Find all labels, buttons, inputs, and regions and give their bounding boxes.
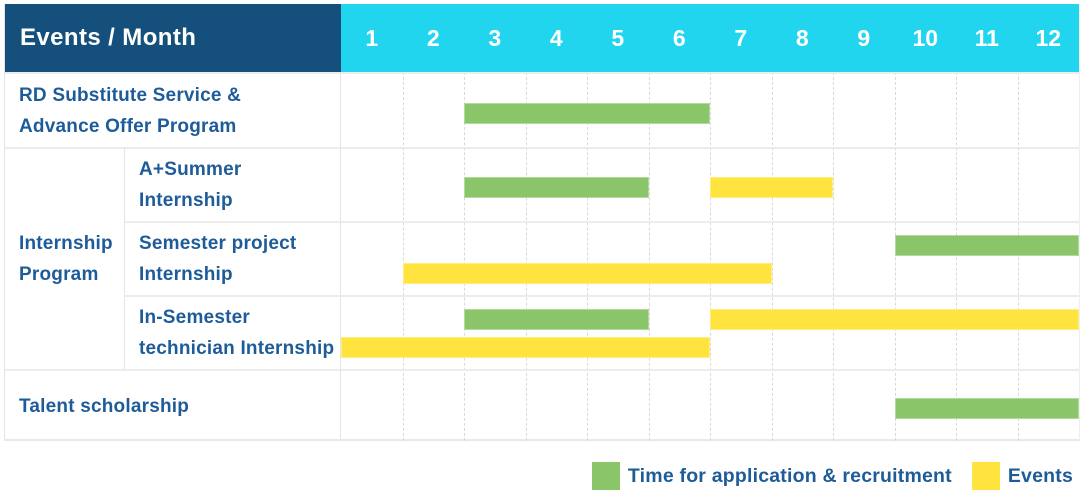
row-label-rd-substitute-service: RD Substitute Service & Advance Offer Pr… xyxy=(5,72,341,147)
group-label-internship-program: Internship Program xyxy=(5,147,125,369)
gantt-row-semester-project-internship xyxy=(341,221,1079,295)
month-header-7: 7 xyxy=(710,4,772,72)
month-header-5: 5 xyxy=(587,4,649,72)
table-header-title: Events / Month xyxy=(5,4,341,72)
event-bar xyxy=(402,263,772,284)
month-header-4: 4 xyxy=(525,4,587,72)
month-header-8: 8 xyxy=(771,4,833,72)
month-header-1: 1 xyxy=(341,4,403,72)
event-bar xyxy=(341,337,710,358)
application-recruitment-legend-label: Time for application & recruitment xyxy=(627,464,952,487)
event-bar xyxy=(710,177,833,198)
gantt-row-a-plus-summer-internship xyxy=(341,147,1079,221)
month-header-2: 2 xyxy=(402,4,464,72)
row-label-semester-project-internship: Semester project Internship xyxy=(125,221,341,295)
gantt-row-rd-substitute-service xyxy=(341,72,1079,147)
events-swatch xyxy=(971,462,1000,490)
month-header-12: 12 xyxy=(1017,4,1079,72)
events-legend-label: Events xyxy=(1007,464,1073,487)
legend: Time for application & recruitment Event… xyxy=(0,461,1073,491)
application-bar xyxy=(894,235,1079,256)
events-month-gantt-table: Events / Month 1 2 3 4 5 6 7 8 9 10 11 1… xyxy=(4,4,1080,441)
row-label-in-semester-technician-internship: In-Semester technician Internship xyxy=(125,295,341,369)
event-bar xyxy=(710,309,1079,330)
month-header-10: 10 xyxy=(894,4,956,72)
month-header-11: 11 xyxy=(956,4,1018,72)
row-label-a-plus-summer-internship: A+Summer Internship xyxy=(125,147,341,221)
month-header-6: 6 xyxy=(648,4,710,72)
application-bar xyxy=(464,102,710,124)
application-bar xyxy=(464,309,649,330)
gantt-row-talent-scholarship xyxy=(341,369,1079,441)
application-bar xyxy=(894,398,1079,419)
application-bar xyxy=(464,177,649,198)
gantt-row-in-semester-technician-internship xyxy=(341,295,1079,369)
month-header-9: 9 xyxy=(833,4,895,72)
month-header-3: 3 xyxy=(464,4,526,72)
row-label-talent-scholarship: Talent scholarship xyxy=(5,369,341,441)
application-recruitment-swatch xyxy=(591,462,620,490)
